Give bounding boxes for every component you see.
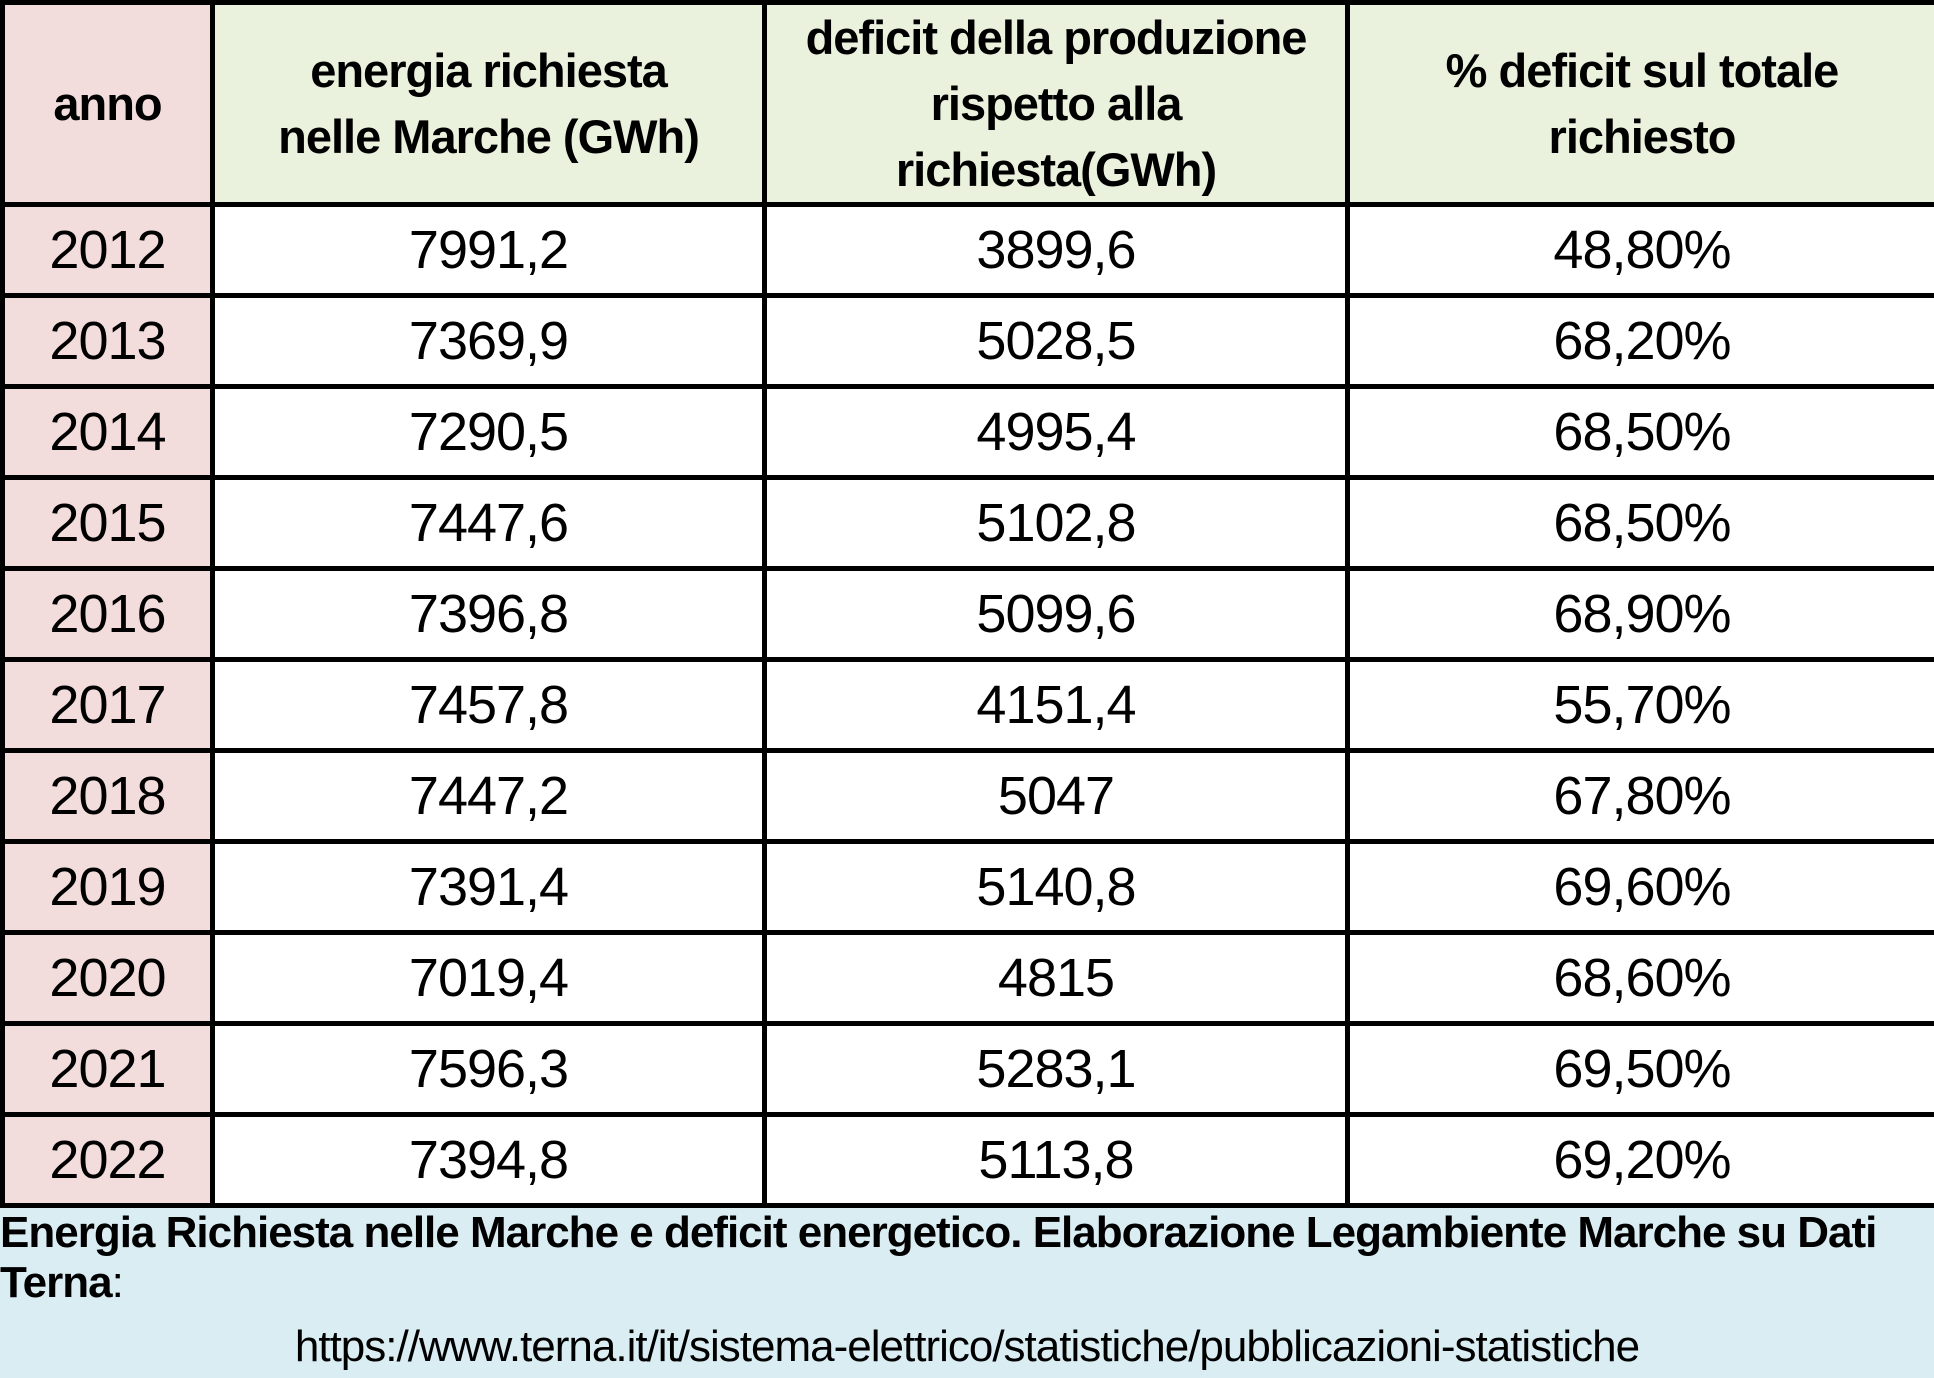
caption: Energia Richiesta nelle Marche e deficit… [0, 1208, 1934, 1378]
caption-title-colon: : [112, 1258, 123, 1307]
percent-cell: 69,50% [1348, 1024, 1934, 1115]
year-cell: 2022 [3, 1115, 213, 1206]
energia-cell: 7447,2 [213, 751, 765, 842]
header-line: rispetto alla richiesta(GWh) [767, 71, 1345, 203]
year-cell: 2020 [3, 933, 213, 1024]
deficit-cell: 5099,6 [765, 569, 1348, 660]
caption-source-url: https://www.terna.it/it/sistema-elettric… [295, 1322, 1639, 1372]
deficit-cell: 5140,8 [765, 842, 1348, 933]
year-cell: 2012 [3, 205, 213, 296]
percent-cell: 68,50% [1348, 387, 1934, 478]
year-cell: 2021 [3, 1024, 213, 1115]
year-cell: 2019 [3, 842, 213, 933]
deficit-cell: 4151,4 [765, 660, 1348, 751]
percent-cell: 68,50% [1348, 478, 1934, 569]
deficit-cell: 5102,8 [765, 478, 1348, 569]
year-cell: 2014 [3, 387, 213, 478]
year-cell: 2017 [3, 660, 213, 751]
deficit-cell: 5028,5 [765, 296, 1348, 387]
percent-cell: 55,70% [1348, 660, 1934, 751]
percent-cell: 48,80% [1348, 205, 1934, 296]
deficit-cell: 4815 [765, 933, 1348, 1024]
percent-cell: 69,20% [1348, 1115, 1934, 1206]
header-row: anno energia richiesta nelle Marche (GWh… [3, 3, 1934, 205]
header-line: deficit della produzione [767, 5, 1345, 71]
header-line: nelle Marche (GWh) [215, 104, 762, 170]
deficit-cell: 5047 [765, 751, 1348, 842]
year-cell: 2015 [3, 478, 213, 569]
energia-cell: 7019,4 [213, 933, 765, 1024]
header-line: energia richiesta [215, 38, 762, 104]
energia-cell: 7391,4 [213, 842, 765, 933]
percent-cell: 69,60% [1348, 842, 1934, 933]
energia-cell: 7369,9 [213, 296, 765, 387]
col-header-energia-richiesta: energia richiesta nelle Marche (GWh) [213, 3, 765, 205]
year-cell: 2018 [3, 751, 213, 842]
energia-cell: 7290,5 [213, 387, 765, 478]
energia-cell: 7991,2 [213, 205, 765, 296]
year-cell: 2013 [3, 296, 213, 387]
deficit-cell: 5113,8 [765, 1115, 1348, 1206]
energia-cell: 7596,3 [213, 1024, 765, 1115]
percent-cell: 68,90% [1348, 569, 1934, 660]
energia-cell: 7457,8 [213, 660, 765, 751]
col-header-deficit-produzione: deficit della produzione rispetto alla r… [765, 3, 1348, 205]
deficit-cell: 3899,6 [765, 205, 1348, 296]
deficit-cell: 4995,4 [765, 387, 1348, 478]
energia-cell: 7396,8 [213, 569, 765, 660]
col-header-anno: anno [3, 3, 213, 205]
year-cell: 2016 [3, 569, 213, 660]
col-header-percent-deficit: % deficit sul totale richiesto [1348, 3, 1934, 205]
caption-title-text: Energia Richiesta nelle Marche e deficit… [0, 1208, 1876, 1307]
percent-cell: 68,20% [1348, 296, 1934, 387]
energia-cell: 7447,6 [213, 478, 765, 569]
energy-table-figure: anno energia richiesta nelle Marche (GWh… [0, 0, 1934, 1348]
deficit-cell: 5283,1 [765, 1024, 1348, 1115]
percent-cell: 67,80% [1348, 751, 1934, 842]
caption-title: Energia Richiesta nelle Marche e deficit… [0, 1208, 1934, 1308]
energia-cell: 7394,8 [213, 1115, 765, 1206]
percent-cell: 68,60% [1348, 933, 1934, 1024]
energy-deficit-table: anno energia richiesta nelle Marche (GWh… [0, 0, 1934, 1208]
